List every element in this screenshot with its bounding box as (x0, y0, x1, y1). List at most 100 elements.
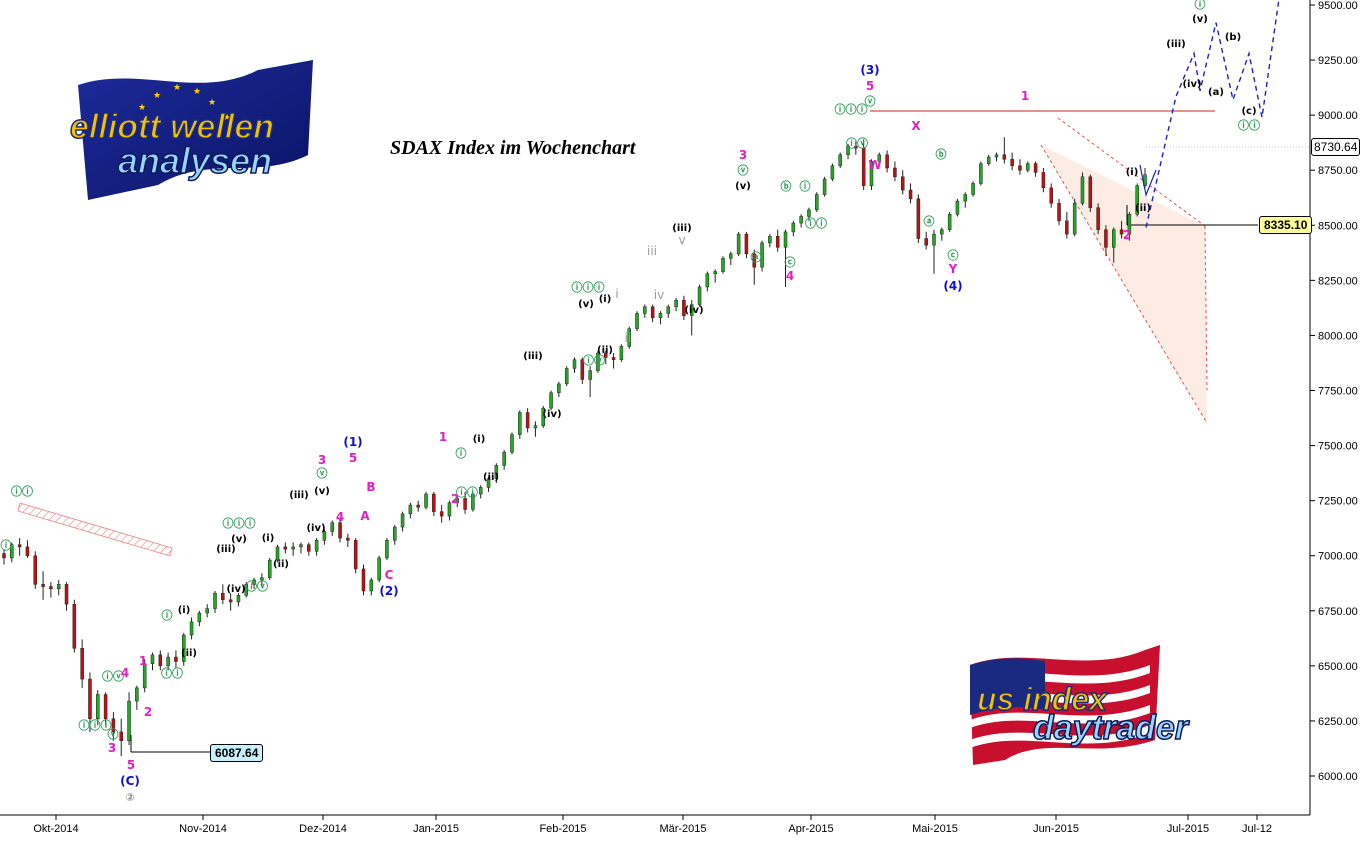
candle-body (1065, 220, 1069, 235)
wave-label: ⓘ (800, 179, 811, 193)
candle-body (666, 306, 671, 314)
wave-label: ⓘⓘ (11, 484, 33, 498)
candle-body (846, 145, 850, 156)
candle-body (830, 165, 835, 180)
candle-body (658, 313, 663, 319)
wave-label: B (366, 480, 375, 494)
wave-label: ii (625, 331, 632, 345)
candle-body (135, 687, 139, 702)
wave-label: (i) (473, 434, 486, 445)
candle-body (17, 544, 22, 548)
wave-label: (iv) (306, 523, 325, 534)
candle-body (236, 595, 241, 603)
wave-label: (i) (599, 294, 612, 305)
wave-label: 3 (739, 148, 747, 162)
candle-body (369, 579, 374, 592)
candle-body (604, 352, 608, 358)
candle-body (64, 584, 69, 605)
candle-body (416, 504, 420, 508)
candle-body (940, 229, 944, 235)
y-tick-label: 8250.00 (1318, 275, 1358, 287)
wave-label: 2 (144, 705, 152, 719)
candle-body (189, 621, 194, 636)
y-tick-label: 9500.00 (1318, 0, 1358, 12)
wave-label: iii (647, 244, 657, 258)
candle-body (252, 579, 256, 585)
candle-body (228, 599, 233, 603)
candle-body (1026, 163, 1030, 171)
candle-body (1111, 229, 1116, 248)
wave-label: Y (948, 262, 958, 276)
candle-body (979, 163, 983, 184)
candle-body (221, 592, 225, 601)
candle-body (916, 198, 921, 239)
wave-label: ⓘ (456, 446, 467, 460)
x-tick-label: Apr-2015 (788, 823, 833, 835)
logo-us-line2: daytrader (1032, 708, 1188, 748)
candle-body (1041, 172, 1046, 189)
wave-label: ⓘⓘⓘ (835, 102, 868, 116)
chart-title: SDAX Index im Wochenchart (390, 137, 636, 159)
x-tick-label: Feb-2015 (539, 823, 586, 835)
elliott-wellen-logo: ★ ★ ★ ★ ★ ★ elliott wellen analysen (58, 60, 328, 200)
candle-body (760, 242, 764, 268)
candle-body (885, 154, 889, 169)
candle-body (181, 634, 186, 662)
wave-label: ⓘⓘⓘ (79, 718, 112, 732)
candle-body (502, 451, 506, 466)
y-tick-label: 9000.00 (1318, 110, 1358, 122)
wave-label: (v) (1192, 14, 1208, 25)
candle-body (689, 304, 694, 316)
candle-body (518, 412, 522, 435)
us-flag-icon (970, 645, 1160, 765)
support-price-tag: 8335.10 (1259, 216, 1313, 234)
candle-body (861, 147, 866, 186)
wave-label: (iii) (523, 351, 542, 362)
candle-body (705, 273, 710, 288)
candle-body (260, 577, 264, 581)
candle-body (385, 540, 389, 559)
candle-body (463, 498, 467, 510)
wave-label: (ii) (483, 472, 499, 483)
y-tick-label: 6500.00 (1318, 661, 1358, 673)
candle-body (2, 553, 6, 559)
candle-body (869, 161, 874, 186)
wave-label: 4 (336, 510, 344, 524)
candle-body (541, 407, 545, 426)
candle-body (674, 299, 678, 308)
candle-body (142, 663, 147, 689)
y-tick-label: 6750.00 (1318, 606, 1358, 618)
wave-label: 3 (108, 741, 116, 755)
wave-label: (v) (231, 534, 247, 545)
projection-path (1145, 0, 1280, 228)
wave-label: ⓒ (948, 248, 959, 262)
svg-text:★: ★ (138, 103, 146, 113)
wave-label: (iii) (672, 223, 691, 234)
wave-label: 5 (866, 79, 874, 93)
candle-body (783, 231, 788, 248)
wave-label: ⓥ (108, 727, 119, 741)
wave-label: ② (125, 791, 134, 804)
candle-body (580, 359, 585, 380)
candle-body (564, 368, 569, 385)
candle-body (111, 718, 116, 733)
candle-body (721, 258, 725, 272)
candle-body (768, 236, 772, 244)
wave-label: (iv) (684, 305, 703, 316)
wave-label: ⓐ (924, 214, 935, 228)
x-tick-label: Jan-2015 (413, 823, 459, 835)
candle-body (1088, 176, 1093, 208)
y-tick-label: 7250.00 (1318, 496, 1358, 508)
wave-label: 5 (127, 758, 135, 772)
wave-label: ⓘⓘ (456, 485, 478, 499)
candle-body (346, 537, 350, 541)
wave-label: (v) (578, 299, 594, 310)
candle-body (994, 154, 999, 158)
wave-label: 1 (139, 654, 147, 668)
svg-text:★: ★ (173, 83, 181, 93)
candle-body (900, 176, 905, 191)
candle-body (1127, 214, 1132, 235)
wave-label: ⓥ (865, 94, 876, 108)
wave-label: ⓘⓘ (1238, 118, 1260, 132)
